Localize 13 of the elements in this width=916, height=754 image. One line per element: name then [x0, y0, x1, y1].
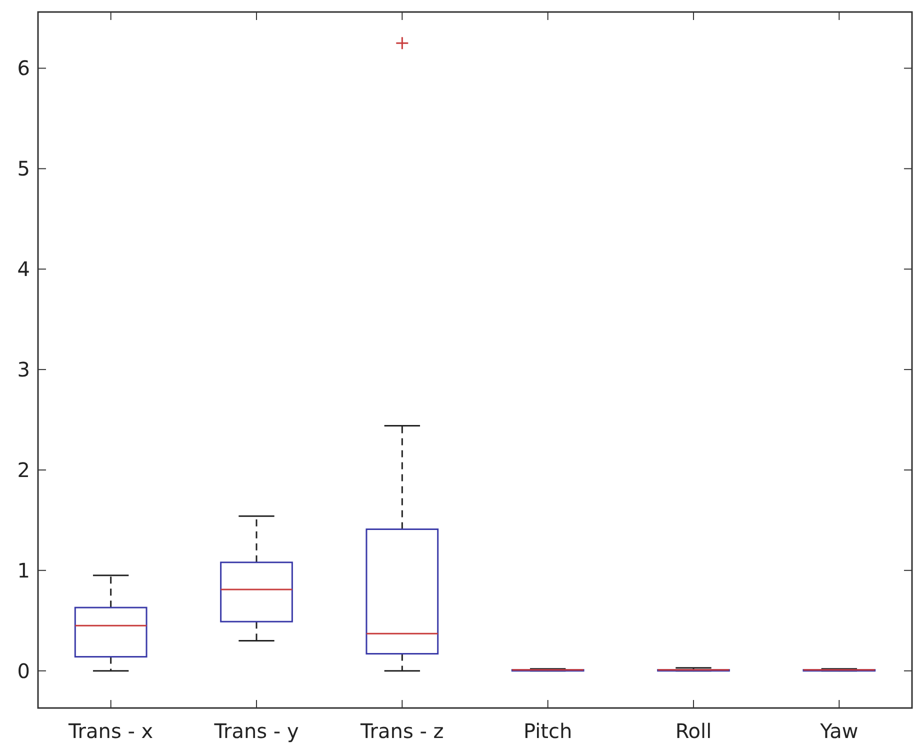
x-tick-label: Roll [675, 719, 712, 743]
y-tick-label: 1 [17, 558, 30, 582]
y-tick-label: 6 [17, 56, 30, 80]
y-tick-label: 3 [17, 358, 30, 382]
x-tick-label: Trans - z [360, 719, 444, 743]
x-tick-label: Trans - y [213, 719, 299, 743]
y-tick-label: 5 [17, 156, 30, 181]
y-tick-label: 4 [17, 257, 30, 282]
x-tick-label: Trans - x [68, 719, 154, 743]
y-tick-label: 2 [17, 458, 30, 482]
x-tick-label: Yaw [819, 719, 858, 743]
y-tick-label: 0 [17, 658, 30, 683]
x-tick-label: Pitch [523, 719, 572, 743]
